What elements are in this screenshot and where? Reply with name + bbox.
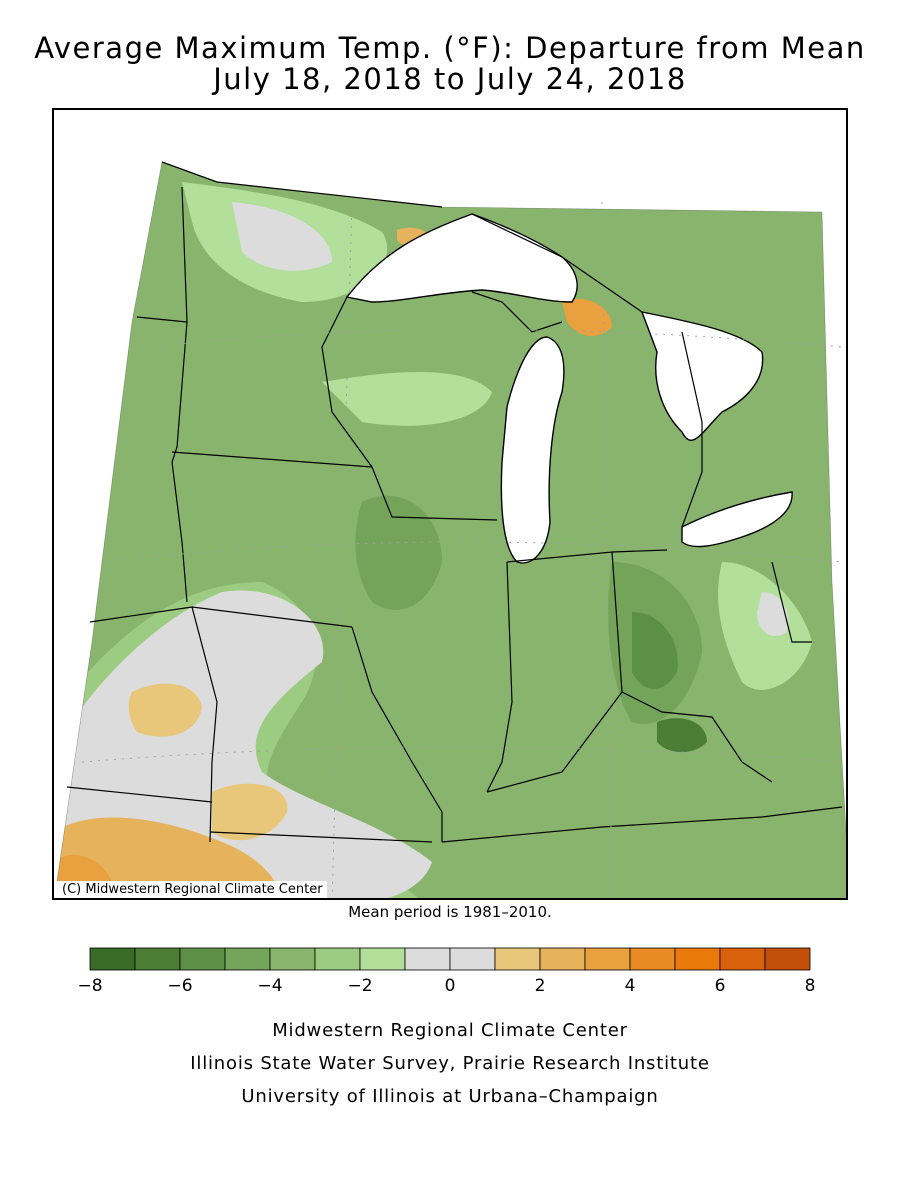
footer-line-1: Midwestern Regional Climate Center — [272, 1020, 628, 1041]
legend-swatch — [539, 947, 586, 971]
mn-ia-border — [171, 451, 373, 468]
mean-period-note: Mean period is 1981–2010. — [348, 903, 552, 921]
state-boundaries — [66, 161, 843, 843]
legend-swatch — [134, 947, 181, 971]
ks-ok-border — [66, 786, 213, 803]
lake-superior — [345, 213, 578, 303]
ok-warm-area — [212, 783, 288, 841]
mn-west-border — [171, 186, 188, 463]
nd-sd-border — [136, 316, 188, 323]
wi-mi-up-border — [471, 291, 563, 333]
date-range-subtitle: July 18, 2018 to July 24, 2018 — [213, 62, 687, 96]
legend-tick-label: −6 — [167, 976, 192, 996]
legend-swatch — [314, 947, 361, 971]
legend-swatch — [629, 947, 676, 971]
mn-wi-border — [321, 296, 373, 468]
ia-west-border — [171, 461, 188, 603]
legend-tick-label: 4 — [625, 976, 636, 996]
legend-swatch — [494, 947, 541, 971]
kentucky-dark-core — [657, 718, 707, 753]
soo-warm-area — [562, 298, 612, 337]
ohio-darker-area — [632, 612, 678, 689]
legend-swatch — [674, 947, 721, 971]
iowa-dark-area — [355, 495, 442, 610]
mo-il-border — [351, 626, 443, 842]
lat-lon-grid — [81, 201, 843, 898]
legend-swatch — [404, 947, 451, 971]
map-panel: (C) Midwestern Regional Climate Center — [52, 108, 848, 900]
legend-swatch — [224, 947, 271, 971]
legend-swatch — [584, 947, 631, 971]
legend-swatch — [269, 947, 316, 971]
legend-swatch — [359, 947, 406, 971]
legend-swatch — [719, 947, 766, 971]
lake-erie — [681, 491, 793, 548]
superior-intl-border — [471, 213, 643, 313]
great-lakes — [345, 213, 793, 564]
huron-intl-border — [681, 331, 703, 528]
mn-neutral-area — [232, 202, 332, 271]
legend-tick-label: 0 — [445, 976, 456, 996]
il-in-border — [486, 561, 513, 793]
legend-tick-label: −2 — [347, 976, 372, 996]
kansas-warm-area — [128, 683, 202, 737]
legend-tick-label: 8 — [805, 976, 816, 996]
legend-swatch — [449, 947, 496, 971]
east-neutral-area — [757, 592, 789, 636]
footer-line-3: University of Illinois at Urbana–Champai… — [241, 1086, 659, 1107]
lake-huron — [640, 311, 764, 441]
mi-oh-border — [611, 549, 668, 553]
ohio-river — [621, 691, 773, 783]
wi-il-border — [371, 466, 498, 521]
legend-swatch — [89, 947, 136, 971]
legend-tick-label: 2 — [535, 976, 546, 996]
wi-light-area — [322, 372, 492, 426]
ky-tn-border — [441, 806, 843, 843]
legend-tick-label: −4 — [257, 976, 282, 996]
legend-tick-label: 6 — [715, 976, 726, 996]
legend-tick-label: −8 — [77, 976, 102, 996]
color-legend: −8 −6 −4 −2 0 2 4 6 8 — [77, 947, 816, 996]
lake-michigan — [500, 336, 565, 564]
legend-swatch — [179, 947, 226, 971]
mo-ar-border — [209, 831, 433, 843]
temperature-departure-map — [54, 161, 846, 898]
map-title: Average Maximum Temp. (°F): Departure fr… — [34, 31, 866, 65]
region-outline — [54, 161, 846, 898]
footer-line-2: Illinois State Water Survey, Prairie Res… — [190, 1053, 710, 1074]
canada-border — [161, 161, 443, 208]
oh-pa-border — [771, 561, 812, 643]
in-ky-border — [486, 691, 623, 793]
copyright-credit: (C) Midwestern Regional Climate Center — [54, 881, 327, 898]
legend-swatch — [764, 947, 811, 971]
